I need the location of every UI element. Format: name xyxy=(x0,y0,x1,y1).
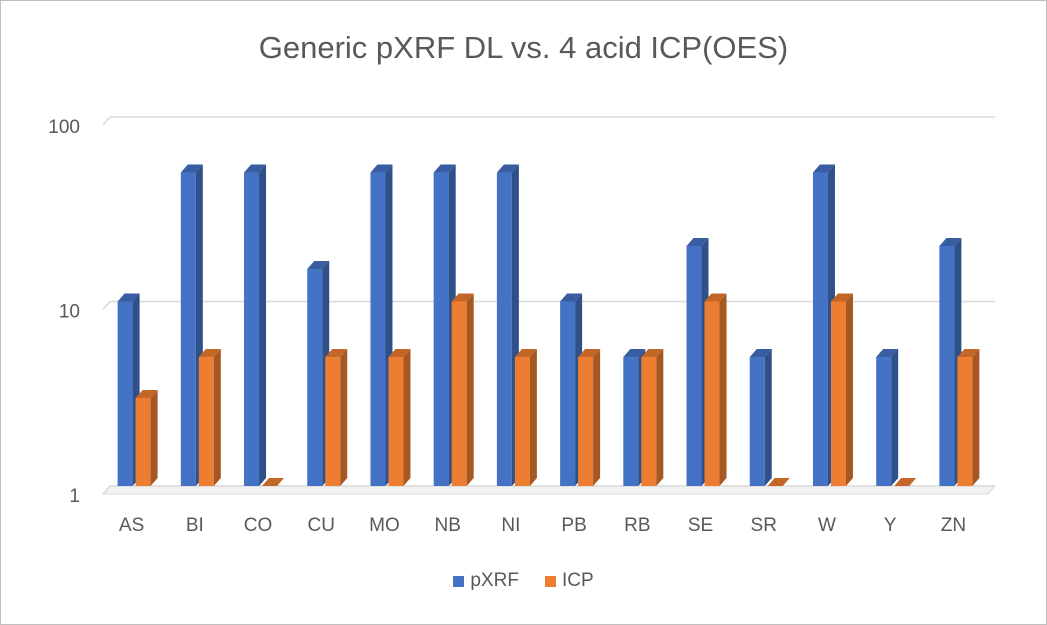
bar-top xyxy=(117,293,140,302)
bar-icp xyxy=(578,357,594,486)
bar-top xyxy=(262,478,285,486)
x-tick-label: Y xyxy=(884,515,897,536)
bar-side xyxy=(845,293,853,486)
bar-icp xyxy=(388,357,404,486)
legend-item: pXRF xyxy=(453,570,519,592)
bar-icp xyxy=(830,301,846,486)
bar-icp xyxy=(135,397,151,486)
bar-side xyxy=(764,349,772,486)
bar-top xyxy=(244,164,267,173)
bar-side xyxy=(213,349,221,486)
bar-side xyxy=(466,293,474,486)
gridline-depth xyxy=(102,301,111,310)
bar-icp xyxy=(641,357,657,486)
x-tick-label: CO xyxy=(244,515,273,536)
bar-top xyxy=(767,478,790,486)
x-tick-label: BI xyxy=(186,515,204,536)
bar-pxrf xyxy=(370,172,386,486)
bar-top xyxy=(623,349,646,358)
bar-top xyxy=(641,349,664,358)
gridline-depth xyxy=(102,116,111,126)
bar-top xyxy=(496,164,519,173)
x-tick-label: SR xyxy=(751,515,777,536)
bar-top xyxy=(180,164,203,173)
bar-icp xyxy=(957,357,973,486)
bar-pxrf xyxy=(496,172,512,486)
bar-top xyxy=(135,389,158,398)
legend-label: ICP xyxy=(561,570,594,591)
bar-pxrf xyxy=(117,301,133,486)
legend-item: ICP xyxy=(544,570,594,592)
bar-pxrf xyxy=(812,172,828,486)
bar-side xyxy=(593,349,601,486)
bar-side xyxy=(972,349,980,486)
legend-label: pXRF xyxy=(470,570,519,591)
bar-side xyxy=(529,349,537,486)
bar-pxrf xyxy=(749,357,765,486)
bar-top xyxy=(939,237,962,246)
bar-pxrf xyxy=(686,245,702,486)
x-tick-label: SE xyxy=(688,515,713,536)
bar-top xyxy=(704,293,727,302)
bar-pxrf xyxy=(180,172,196,486)
y-tick-label: 10 xyxy=(59,302,80,323)
x-tick-label: NB xyxy=(434,515,460,536)
gridline-depth xyxy=(102,485,111,495)
y-tick-label: 1 xyxy=(69,486,80,507)
bar-pxrf xyxy=(307,269,323,486)
bar-top xyxy=(686,237,709,246)
legend-swatch xyxy=(544,575,556,587)
x-tick-label: ZN xyxy=(941,515,966,536)
bar-side xyxy=(719,293,727,486)
bar-top xyxy=(198,349,221,358)
bar-icp xyxy=(704,301,720,486)
x-tick-label: W xyxy=(818,515,836,536)
bar-pxrf xyxy=(433,172,449,486)
bar-top xyxy=(388,349,411,358)
bar-top xyxy=(876,349,899,358)
bar-pxrf xyxy=(876,357,892,486)
bar-side xyxy=(340,349,348,486)
bar-pxrf xyxy=(560,301,576,486)
bar-top xyxy=(325,349,348,358)
bar-icp xyxy=(198,357,214,486)
bar-pxrf xyxy=(244,172,260,486)
bar-pxrf xyxy=(623,357,639,486)
y-tick-label: 100 xyxy=(48,117,80,138)
x-tick-label: CU xyxy=(308,515,335,536)
bar-pxrf xyxy=(939,245,955,486)
chart-title: Generic pXRF DL vs. 4 acid ICP(OES) xyxy=(258,30,789,65)
bar-top xyxy=(830,293,853,302)
bar-top xyxy=(560,293,583,302)
bar-top xyxy=(749,349,772,358)
bar-top xyxy=(957,349,980,358)
bar-side xyxy=(656,349,664,486)
legend-swatch xyxy=(453,575,465,587)
bar-side xyxy=(891,349,899,486)
bar-icp xyxy=(451,301,467,486)
bar-icp xyxy=(514,357,530,486)
bar-top xyxy=(514,349,537,358)
floor xyxy=(101,485,997,495)
legend: pXRF ICP xyxy=(0,570,1047,592)
bar-top xyxy=(812,164,835,173)
bar-side xyxy=(403,349,411,486)
x-tick-label: PB xyxy=(561,515,586,536)
bar-top xyxy=(451,293,474,302)
bar-icp xyxy=(325,357,341,486)
bar-top xyxy=(433,164,456,173)
bar-side xyxy=(150,389,158,486)
x-tick-label: MO xyxy=(369,515,400,536)
x-tick-label: RB xyxy=(624,515,650,536)
bar-top xyxy=(307,261,330,270)
bar-top xyxy=(370,164,393,173)
x-tick-label: NI xyxy=(501,515,520,536)
x-tick-label: AS xyxy=(119,515,144,536)
bar-top xyxy=(578,349,601,358)
bar-top xyxy=(894,478,917,486)
bar-side xyxy=(259,164,267,486)
